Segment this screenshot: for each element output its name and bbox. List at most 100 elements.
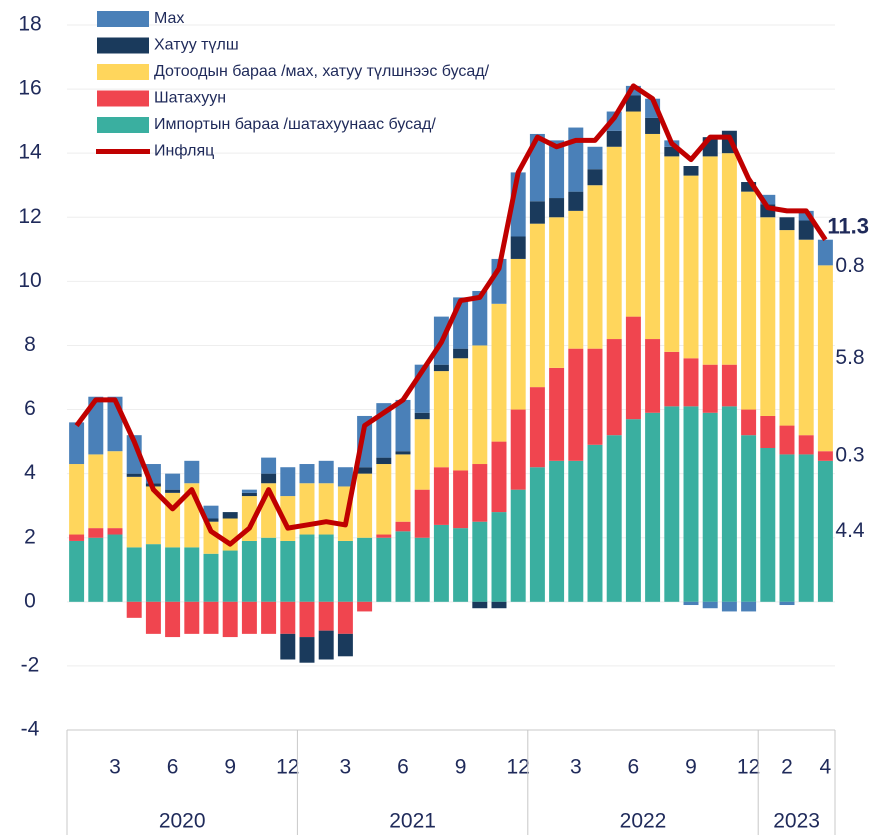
bar-segment [299,464,315,484]
bar-segment [625,419,641,602]
legend-swatch [97,11,149,27]
bar-segment [683,166,699,176]
bar-segment [491,303,507,442]
bar-segment [107,528,123,535]
bar-segment [241,492,257,497]
bar-segment [357,601,373,612]
bar-segment [683,358,699,407]
bar-segment [702,364,718,413]
bar-segment [184,460,200,484]
bar-segment [645,412,661,602]
legend-swatch [97,117,149,133]
x-tick-label: 9 [685,756,697,779]
bar-segment [376,464,392,535]
bar-segment [779,454,795,602]
legend-label: Мах [154,10,184,27]
bar-segment [625,95,641,112]
bar-segment [222,550,238,602]
x-tick-label: 6 [397,756,409,779]
bar-segment [69,422,85,465]
bar-segment [376,534,392,538]
x-tick-label: 2 [781,756,793,779]
y-tick-label: 0 [24,589,36,612]
bar-segment [145,544,161,602]
bar-segment [453,358,469,471]
bar-segment [568,460,584,602]
bar-segment [760,448,776,602]
bar-segment [395,451,411,455]
bar-segment [741,601,757,612]
bar-segment [433,467,449,525]
bar-segment [683,175,699,359]
bar-segment [549,460,565,602]
legend-label: Хатуу түлш [154,37,239,54]
bar-segment [798,454,814,602]
bar-segment [203,521,219,554]
bar-segment [69,464,85,535]
bar-segment [606,339,622,436]
bar-segment [337,540,353,602]
bar-segment [625,316,641,420]
bar-segment [587,185,603,349]
bar-segment [760,217,776,416]
bar-segment [107,451,123,529]
y-tick-label: 8 [24,333,36,356]
bar-segment [587,146,603,170]
bar-segment [510,489,526,602]
end-label: 0.3 [835,444,864,467]
bar-segment [817,239,833,266]
bar-segment [414,412,430,420]
bar-segment [721,406,737,602]
bar-segment [318,601,334,631]
bar-segment [126,476,142,548]
bar-segment [337,467,353,487]
bar-segment [798,239,814,436]
bar-segment [472,521,488,602]
bar-segment [817,451,833,461]
legend-label: Импортын бараа /шатахуунаас бусад/ [154,116,436,133]
bar-segment [529,201,545,224]
bar-segment [529,223,545,388]
bar-segment [817,265,833,452]
bar-segment [702,601,718,609]
y-tick-label: -2 [21,653,40,676]
bar-segment [299,601,315,638]
bar-segment [702,412,718,602]
y-tick-label: 10 [18,269,41,292]
bar-segment [222,512,238,519]
bar-segment [664,406,680,602]
bar-segment [529,387,545,468]
bar-segment [472,601,488,609]
bar-segment [721,601,737,612]
bar-segment [817,460,833,602]
bar-segment [395,399,411,452]
bar-segment [741,182,757,192]
bar-segment [165,601,181,638]
bar-segment [126,473,142,477]
bar-segment [414,489,430,538]
bar-segment [798,220,814,240]
bar-segment [299,534,315,602]
bar-segment [184,547,200,602]
bar-segment [606,435,622,602]
x-tick-label: 9 [224,756,236,779]
bar-segment [241,489,257,493]
bar-segment [261,457,277,474]
bar-segment [645,117,661,134]
x-tick-label: 12 [507,756,530,779]
bar-segment [337,601,353,634]
end-label: 5.8 [835,346,864,369]
bar-segment [203,601,219,634]
bar-segment [683,601,699,606]
y-tick-label: 16 [18,77,41,100]
bar-segment [433,524,449,602]
bar-segment [280,540,296,602]
bar-segment [203,518,219,522]
inflation-line [74,83,828,547]
bar-segment [318,483,334,535]
bar-segment [568,191,584,211]
bar-segment [645,133,661,340]
bar-segment [587,169,603,186]
legend-label: Дотоодын бараа /мах, хатуу түлшнээс буса… [154,63,490,80]
bar-segment [568,348,584,461]
